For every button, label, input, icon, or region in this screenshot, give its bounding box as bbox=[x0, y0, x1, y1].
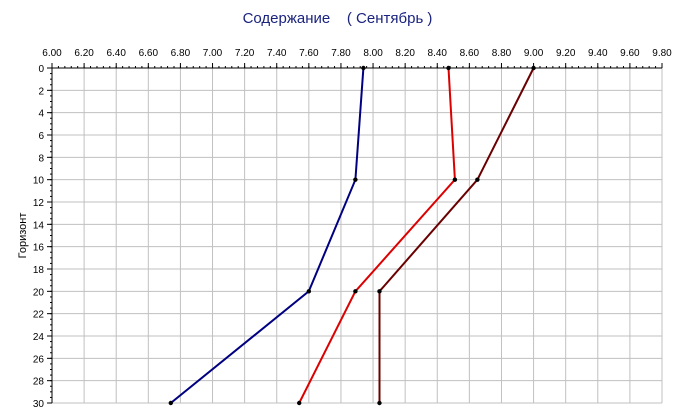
x-tick-label: 9.60 bbox=[620, 48, 640, 59]
grid bbox=[51, 67, 663, 404]
data-point bbox=[446, 65, 451, 71]
y-tick-label: 6 bbox=[38, 131, 44, 142]
y-tick-label: 16 bbox=[33, 243, 45, 254]
data-point bbox=[353, 177, 358, 182]
chart-title: Содержание ( Сентябрь ) bbox=[242, 10, 433, 27]
x-tick-label: 6.80 bbox=[171, 48, 191, 59]
series-layer bbox=[168, 65, 536, 406]
y-tick-label: 18 bbox=[33, 265, 45, 276]
data-point bbox=[452, 177, 458, 182]
x-tick-label: 8.00 bbox=[363, 48, 383, 59]
y-tick-label: 24 bbox=[33, 332, 45, 343]
axes bbox=[47, 63, 663, 404]
x-tick-label: 7.60 bbox=[299, 48, 319, 59]
x-tick-label: 6.60 bbox=[139, 48, 159, 59]
x-tick-label: 7.80 bbox=[331, 48, 351, 59]
x-tick-label: 7.40 bbox=[267, 48, 287, 59]
y-tick-label: 8 bbox=[38, 153, 44, 164]
data-point bbox=[306, 289, 312, 294]
data-point bbox=[353, 289, 358, 294]
x-tick-label: 6.20 bbox=[74, 48, 94, 59]
tick-labels: 6.00 6.20 6.40 6.60 6.80 7.00 7.20 7.40 7.60 7.80… bbox=[17, 48, 672, 410]
x-tick-label: 8.40 bbox=[428, 48, 448, 59]
data-point bbox=[531, 65, 536, 71]
x-tick-label: 8.20 bbox=[395, 48, 415, 59]
data-point bbox=[377, 289, 382, 294]
y-axis-label: Горизонт bbox=[17, 213, 29, 259]
x-tick-label: 9.00 bbox=[524, 48, 544, 59]
x-tick-label: 9.40 bbox=[588, 48, 608, 59]
y-tick-label: 2 bbox=[38, 86, 44, 97]
y-tick-label: 0 bbox=[38, 64, 44, 75]
series-line-3 bbox=[378, 67, 535, 403]
x-tick-label: 7.00 bbox=[203, 48, 223, 59]
series-line-1 bbox=[170, 67, 365, 404]
y-tick-label: 28 bbox=[33, 377, 45, 388]
x-tick-label: 9.80 bbox=[652, 48, 672, 59]
y-tick-label: 20 bbox=[33, 287, 45, 298]
y-tick-label: 12 bbox=[33, 198, 45, 209]
x-tick-label: 9.20 bbox=[556, 48, 576, 59]
x-tick-label: 8.80 bbox=[492, 48, 512, 59]
data-point bbox=[297, 400, 302, 406]
x-tick-label: 7.20 bbox=[235, 48, 255, 59]
data-point bbox=[361, 65, 366, 71]
x-tick-label: 6.00 bbox=[42, 48, 62, 59]
y-tick-label: 26 bbox=[33, 354, 45, 365]
data-point bbox=[168, 400, 173, 406]
series-line-2 bbox=[298, 67, 456, 404]
y-tick-label: 22 bbox=[33, 310, 45, 321]
y-tick-label: 14 bbox=[33, 220, 45, 231]
x-tick-label: 8.60 bbox=[460, 48, 480, 59]
y-tick-label: 30 bbox=[33, 399, 45, 410]
data-point bbox=[377, 400, 382, 406]
data-point bbox=[475, 177, 480, 182]
y-tick-label: 4 bbox=[38, 109, 44, 120]
y-tick-label: 10 bbox=[33, 176, 45, 187]
x-tick-label: 6.40 bbox=[106, 48, 126, 59]
